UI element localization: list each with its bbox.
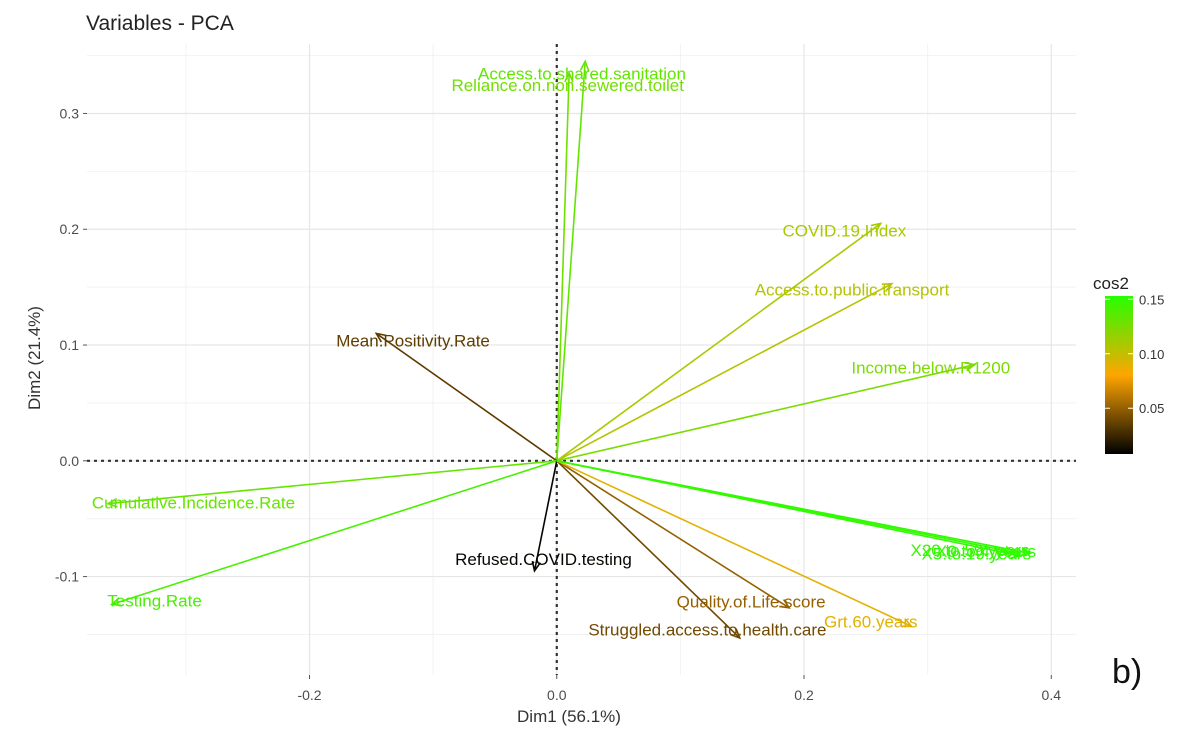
x-tick-label: 0.2: [794, 687, 814, 703]
legend-tick-label: 0.15: [1139, 292, 1164, 307]
variable-label: X0.to.4.years: [936, 542, 1036, 561]
variable-label: Struggled.access.to.health.care: [588, 621, 826, 640]
variable-arrowhead: [901, 618, 914, 628]
variable-label: Income.below.R1200: [851, 358, 1010, 377]
variable-arrow: [556, 222, 882, 462]
variable-arrowhead: [779, 599, 791, 609]
variable-label: Access.to.shared.sanitation: [478, 64, 686, 83]
variable-arrowhead: [106, 498, 118, 508]
variable-arrowhead: [531, 560, 541, 573]
legend-colorbar: [1105, 296, 1133, 454]
y-axis-title: Dim2 (21.4%): [25, 306, 44, 410]
variable-arrowhead: [870, 222, 883, 233]
variable-arrow: [555, 61, 587, 461]
reference-lines: [87, 44, 1076, 675]
x-tick-label: 0.4: [1042, 687, 1062, 703]
y-tick-label: 0.0: [60, 453, 80, 469]
variable-arrow: [556, 460, 741, 639]
cos2-legend: cos2 0.05 0.10 0.15: [1093, 274, 1164, 454]
variable-arrowhead: [1020, 547, 1033, 557]
variable-label: X5.to.19.years: [921, 544, 1031, 563]
variable-arrow: [556, 460, 912, 628]
legend-tick-label: 0.05: [1139, 401, 1164, 416]
variable-label: Mean.Positivity.Rate: [336, 331, 490, 350]
variable-labels: Access.to.shared.sanitationReliance.on.n…: [92, 64, 1036, 639]
variable-arrow: [107, 460, 557, 505]
legend-ticks: 0.05 0.10 0.15: [1105, 292, 1164, 416]
variable-arrowhead: [730, 628, 742, 640]
variable-arrow: [111, 460, 558, 606]
legend-title: cos2: [1093, 274, 1129, 293]
variable-label: X20.to.59.years: [911, 541, 1030, 560]
y-tick-label: -0.1: [55, 569, 79, 585]
x-axis-ticks: -0.2 0.0 0.2 0.4: [297, 675, 1061, 703]
y-tick-label: 0.3: [60, 105, 80, 121]
y-tick-label: 0.1: [60, 337, 80, 353]
variable-label: Cumulative.Incidence.Rate: [92, 494, 295, 513]
variable-label: Reliance.on.non.sewered.toilet: [451, 76, 684, 95]
y-tick-label: 0.2: [60, 221, 80, 237]
variable-label: Grt.60.years: [824, 612, 918, 631]
variable-arrowhead: [564, 70, 574, 83]
variable-arrowhead: [109, 597, 122, 607]
x-tick-label: 0.0: [547, 687, 567, 703]
variable-label: Testing.Rate: [107, 592, 202, 611]
legend-tick-label: 0.10: [1139, 347, 1164, 362]
variable-label: COVID.19.Index: [782, 222, 906, 241]
x-tick-label: -0.2: [297, 687, 321, 703]
panel-letter: b): [1112, 653, 1142, 691]
plot-panel: [87, 44, 1076, 675]
chart-title: Variables - PCA: [86, 12, 234, 35]
variable-arrow: [533, 460, 558, 571]
variable-arrowhead: [579, 59, 590, 72]
grid: [87, 44, 1076, 675]
variable-arrow: [556, 282, 893, 462]
variable-label: Quality.of.Life.score: [677, 592, 826, 611]
variable-arrowhead: [881, 282, 894, 293]
variable-label: Refused.COVID.testing: [455, 550, 632, 569]
variable-arrow: [556, 460, 1015, 554]
x-axis-title: Dim1 (56.1%): [517, 707, 621, 726]
variable-arrow: [375, 332, 558, 462]
variable-arrow: [556, 363, 975, 462]
variable-arrowhead: [964, 361, 977, 372]
variable-arrows: [106, 59, 1033, 640]
variable-arrowhead: [1004, 545, 1017, 556]
variable-arrow: [555, 72, 570, 461]
variable-arrow: [556, 460, 790, 609]
variable-arrowhead: [374, 332, 387, 343]
y-axis-ticks: -0.1 0.0 0.1 0.2 0.3: [55, 105, 87, 585]
variable-label: Access.to.public.transport: [755, 280, 950, 299]
